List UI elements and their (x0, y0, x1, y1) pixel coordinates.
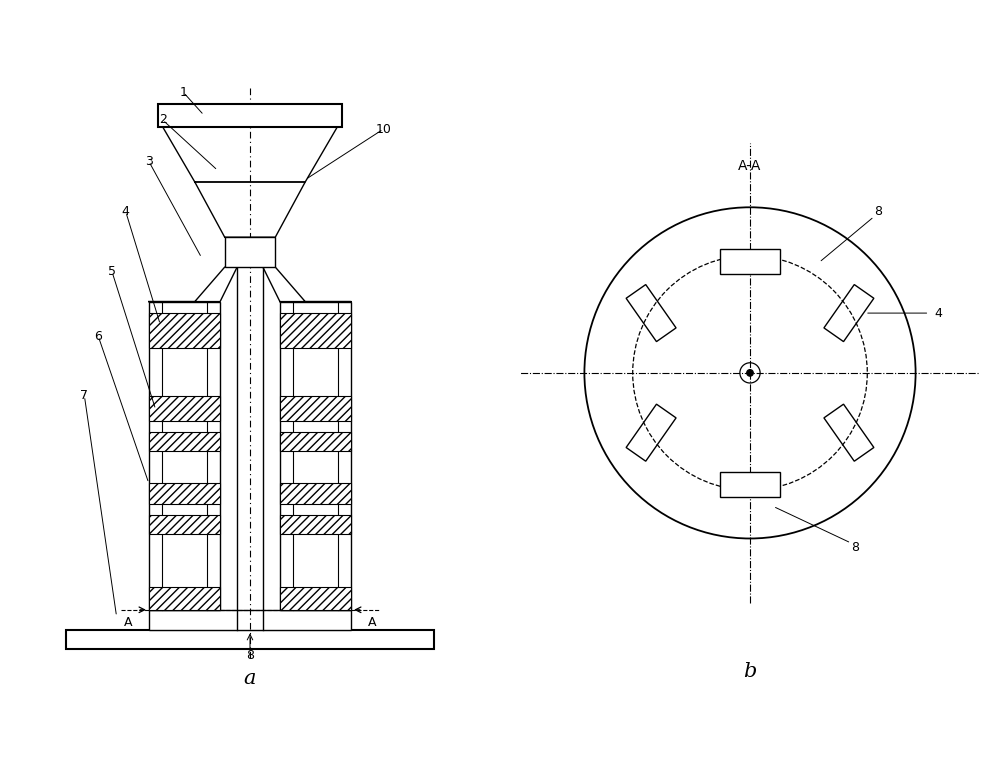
Bar (280, 483, 351, 504)
Text: 2: 2 (159, 113, 167, 126)
Text: 4: 4 (934, 307, 942, 320)
Text: A: A (124, 616, 132, 629)
Text: 5: 5 (108, 265, 116, 279)
Bar (66, 631, 434, 649)
Bar (280, 301, 351, 610)
Bar (149, 431, 220, 451)
Circle shape (747, 370, 753, 376)
Bar (158, 103, 342, 127)
Text: A-A: A-A (738, 159, 762, 173)
Bar (280, 431, 351, 451)
Bar (149, 301, 220, 610)
Bar (149, 587, 220, 610)
Bar (720, 249, 780, 274)
Text: 3: 3 (145, 154, 153, 167)
Bar (280, 313, 351, 348)
Bar (720, 472, 780, 497)
Text: 8: 8 (851, 541, 859, 554)
Bar (149, 483, 220, 504)
Bar (280, 396, 351, 421)
Text: 6: 6 (94, 330, 102, 342)
Text: 1: 1 (179, 86, 187, 99)
Bar (149, 515, 220, 534)
Bar (149, 396, 220, 421)
Text: b: b (743, 662, 757, 681)
Text: 8: 8 (246, 649, 254, 662)
Bar (280, 587, 351, 610)
Text: A: A (368, 616, 376, 629)
Text: 10: 10 (375, 123, 391, 135)
Text: 4: 4 (122, 205, 130, 218)
Bar (225, 237, 275, 267)
Text: a: a (244, 669, 256, 688)
Bar (149, 610, 351, 631)
Bar (149, 313, 220, 348)
Bar (280, 515, 351, 534)
Text: 8: 8 (874, 205, 882, 218)
Text: 7: 7 (80, 390, 88, 403)
